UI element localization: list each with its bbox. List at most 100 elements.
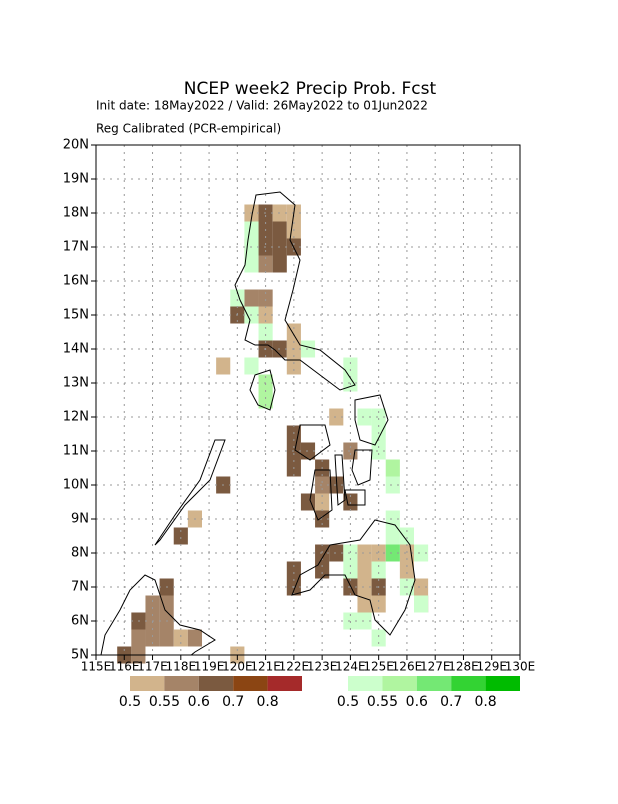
grid-cell xyxy=(145,595,160,613)
grid-cell xyxy=(187,629,202,647)
grid-cell xyxy=(414,544,429,562)
grid-cell xyxy=(329,408,344,426)
grid-cell xyxy=(258,323,273,341)
grid-cell xyxy=(329,544,344,562)
legend-label: 0.8 xyxy=(256,694,278,710)
y-tick-label: 19N xyxy=(63,172,89,187)
grid-cell xyxy=(357,544,372,562)
y-tick-label: 16N xyxy=(63,274,89,289)
grid-cell xyxy=(371,442,386,460)
legend-label: 0.8 xyxy=(474,694,496,710)
x-tick-label: 128E xyxy=(448,660,479,674)
legend-swatch xyxy=(130,676,165,691)
grid-cell xyxy=(244,255,259,273)
x-tick-label: 118E xyxy=(166,660,197,674)
grid-cell xyxy=(244,289,259,307)
x-tick-label: 124E xyxy=(335,660,366,674)
grid-cell xyxy=(272,221,287,239)
grid-cell xyxy=(159,629,174,647)
legend-swatch xyxy=(382,676,417,691)
coastlines xyxy=(100,191,416,655)
legend-swatch xyxy=(416,676,452,691)
legend-label: 0.55 xyxy=(149,694,180,710)
legend-swatch xyxy=(198,676,234,691)
grid-cell xyxy=(286,323,301,341)
legend-swatch xyxy=(267,676,302,691)
grid-cell xyxy=(399,527,414,545)
x-tick-label: 125E xyxy=(363,660,394,674)
grid-cell xyxy=(216,357,231,375)
grid-cell xyxy=(343,357,358,375)
grid-cell xyxy=(357,578,372,596)
legend-label: 0.7 xyxy=(222,694,244,710)
grid-cell xyxy=(371,629,386,647)
y-tick-label: 14N xyxy=(63,342,89,357)
x-tick-label: 117E xyxy=(137,660,168,674)
y-tick-label: 6N xyxy=(71,614,89,629)
y-tick-label: 12N xyxy=(63,410,89,425)
y-tick-label: 10N xyxy=(63,478,89,493)
y-tick-label: 5N xyxy=(71,648,89,663)
y-tick-label: 18N xyxy=(63,206,89,221)
x-tick-label: 126E xyxy=(392,660,423,674)
grid-cell xyxy=(159,595,174,613)
grid-cell xyxy=(173,527,188,545)
grid-cell xyxy=(145,629,160,647)
grid-cell xyxy=(272,255,287,273)
grid-cell xyxy=(385,527,400,545)
y-tick-label: 15N xyxy=(63,308,89,323)
legend-swatch xyxy=(451,676,486,691)
x-tick-label: 120E xyxy=(222,660,253,674)
grid-cell xyxy=(399,561,414,579)
y-tick-label: 17N xyxy=(63,240,89,255)
y-tick-label: 13N xyxy=(63,376,89,391)
subtitle: Init date: 18May2022 / Valid: 26May2022 … xyxy=(96,99,428,113)
legend-label: 0.7 xyxy=(440,694,462,710)
grid-cell xyxy=(357,561,372,579)
legend-swatch xyxy=(233,676,268,691)
legend-label: 0.6 xyxy=(188,694,210,710)
y-tick-label: 11N xyxy=(63,444,89,459)
grid-cell xyxy=(343,561,358,579)
y-tick-label: 9N xyxy=(71,512,89,527)
grid-cell xyxy=(286,561,301,579)
grid-cell xyxy=(244,357,259,375)
x-tick-label: 122E xyxy=(279,660,310,674)
grid-cell xyxy=(300,493,316,511)
grid-cell xyxy=(258,289,273,307)
legend-swatch xyxy=(348,676,383,691)
legend-label: 0.5 xyxy=(119,694,141,710)
grid-cell xyxy=(371,561,386,579)
grid-cell xyxy=(244,221,259,239)
subtitle: Reg Calibrated (PCR-empirical) xyxy=(96,122,281,136)
grid-cell xyxy=(357,612,372,630)
grid-cell xyxy=(371,595,386,613)
grid-cell xyxy=(385,476,400,494)
grid-cell xyxy=(173,629,188,647)
x-tick-label: 116E xyxy=(109,660,140,674)
y-tick-label: 20N xyxy=(63,138,89,153)
grid-cell xyxy=(385,544,400,562)
map-title: NCEP week2 Precip Prob. Fcst xyxy=(184,79,437,99)
legend-swatch xyxy=(164,676,199,691)
grid-cell xyxy=(329,476,344,494)
x-tick-label: 129E xyxy=(476,660,507,674)
grid-cell xyxy=(414,595,429,613)
plot-frame xyxy=(95,144,521,656)
legend-label: 0.5 xyxy=(337,694,359,710)
legend-label: 0.55 xyxy=(367,694,398,710)
grid-cell xyxy=(357,408,372,426)
legend-label: 0.6 xyxy=(406,694,428,710)
grid-cell xyxy=(385,459,400,477)
grid-cell xyxy=(286,357,301,375)
x-tick-label: 127E xyxy=(420,660,451,674)
grid-cell xyxy=(414,578,429,596)
legend-swatch xyxy=(485,676,520,691)
grid-cell xyxy=(371,408,386,426)
grid-cell xyxy=(258,391,273,409)
y-tick-label: 8N xyxy=(71,546,89,561)
y-tick-label: 7N xyxy=(71,580,89,595)
x-tick-label: 119E xyxy=(194,660,225,674)
x-tick-label: 115E xyxy=(81,660,112,674)
